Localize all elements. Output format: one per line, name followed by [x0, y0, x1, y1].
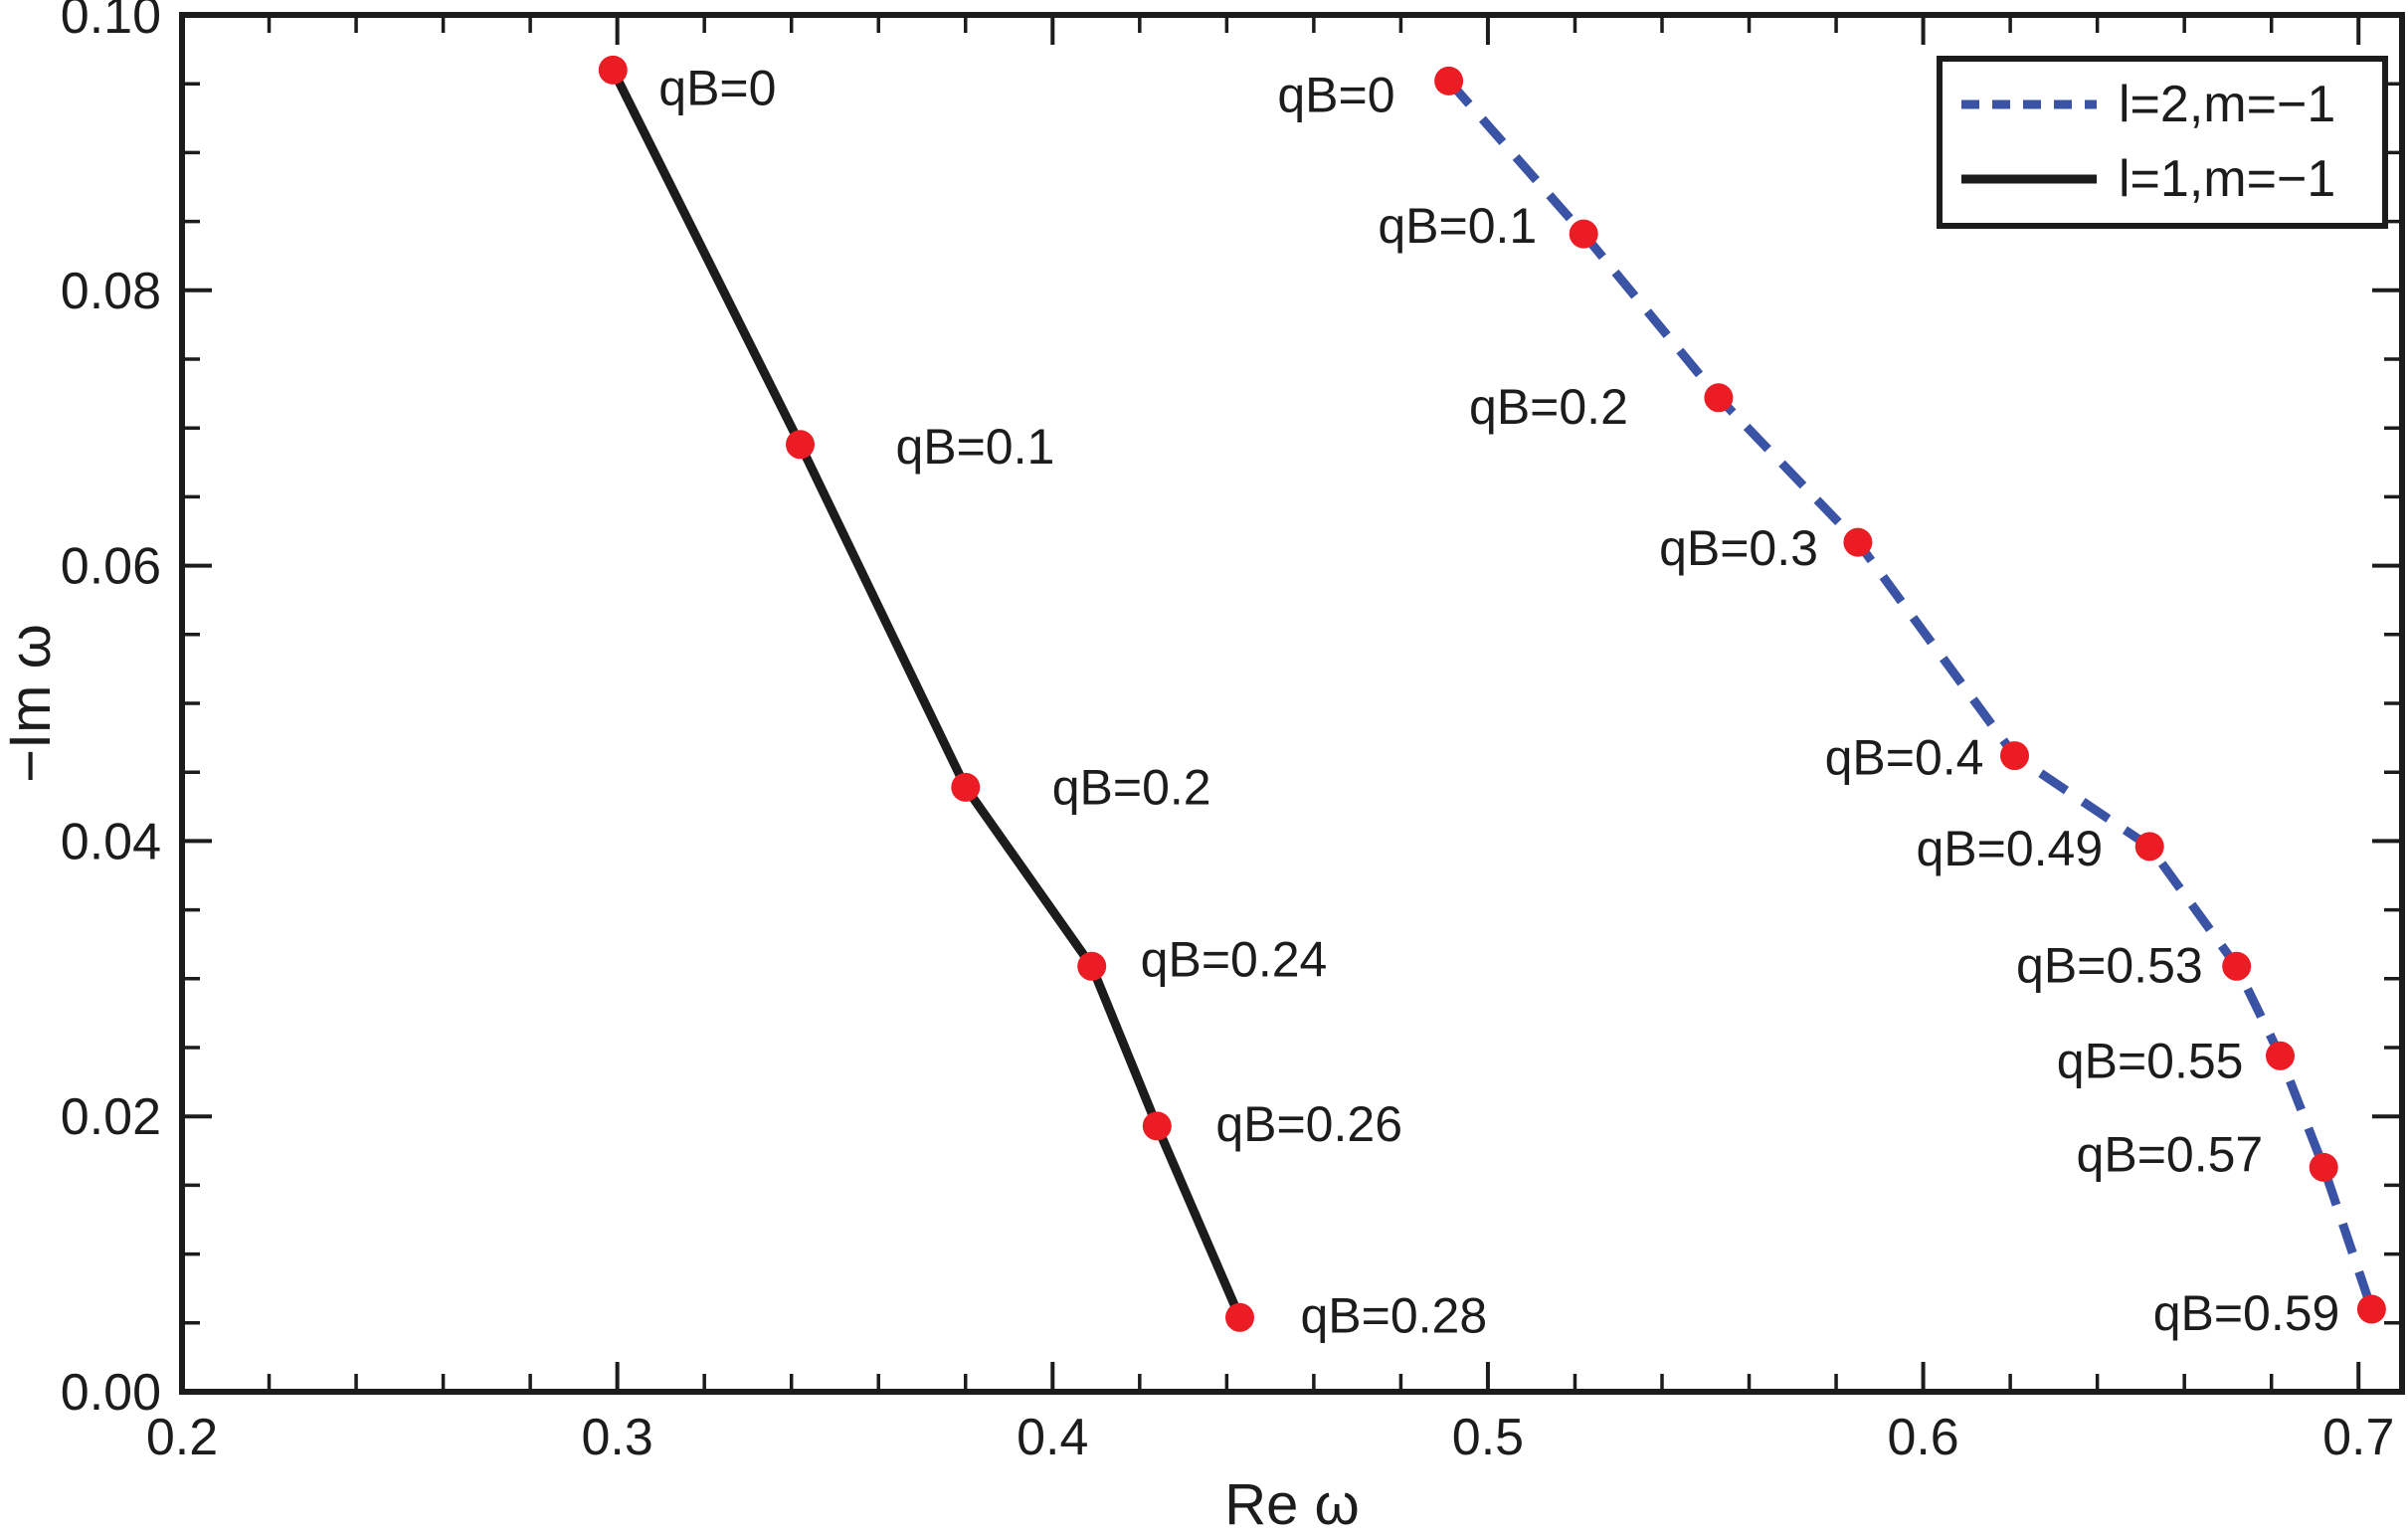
data-point-marker	[1704, 383, 1734, 413]
data-point-marker	[2000, 741, 2029, 771]
y-tick-label: 0.02	[61, 1088, 161, 1146]
y-tick-label: 0.08	[61, 263, 161, 320]
legend-entry-label: l=2,m=−1	[2119, 76, 2335, 133]
data-point-label: qB=0.59	[2153, 1285, 2340, 1341]
data-point-marker	[1077, 951, 1107, 981]
data-point-label: qB=0.55	[2057, 1033, 2244, 1088]
data-point-marker	[2266, 1041, 2295, 1070]
data-point-marker	[786, 430, 815, 460]
data-point-marker	[1142, 1111, 1172, 1141]
legend-box	[1937, 56, 2388, 229]
y-axis-title: −Im ω	[0, 624, 63, 783]
data-point-label: qB=0.26	[1215, 1096, 1402, 1152]
data-point-marker	[2134, 832, 2164, 862]
tick-labels: 0.2 0.3 0.4 0.5 0.6 0.7 0.00 0.02 0.04 0.06 0.08 0.…	[61, 0, 2395, 1466]
data-point-label: qB=0	[658, 60, 776, 115]
data-point-label: qB=0.3	[1659, 520, 1818, 576]
data-point-label: qB=0.57	[2077, 1126, 2264, 1182]
data-point-marker	[1225, 1302, 1254, 1332]
point-labels: qB=0 qB=0.1 qB=0.2 qB=0.3 qB=0.4 qB=0.49 qB=0.…	[658, 60, 2339, 1343]
legend: l=2,m=−1 l=1,m=−1	[1937, 56, 2388, 229]
x-tick-label: 0.5	[1452, 1409, 1524, 1466]
x-tick-label: 0.6	[1887, 1409, 1958, 1466]
data-point-label: qB=0.2	[1052, 759, 1211, 815]
data-point-marker	[951, 772, 981, 802]
data-point-label: qB=0.53	[2016, 937, 2203, 993]
series-line-0	[1445, 78, 2376, 1311]
data-point-marker	[1843, 527, 1873, 557]
data-point-label: qB=0.24	[1141, 931, 1328, 987]
x-tick-label: 0.2	[146, 1409, 218, 1466]
data-point-label: qB=0.4	[1825, 730, 1984, 786]
x-tick-label: 0.7	[2322, 1409, 2394, 1466]
x-tick-label: 0.4	[1017, 1409, 1088, 1466]
data-point-label: qB=0.28	[1300, 1287, 1487, 1343]
x-axis-title: Re ω	[1224, 1472, 1360, 1537]
data-point-label: qB=0	[1277, 67, 1394, 122]
axis-ticks	[180, 13, 2402, 1394]
series-markers-1	[598, 55, 1254, 1332]
data-point-label: qB=0.49	[1916, 821, 2103, 876]
data-point-label: qB=0.1	[895, 419, 1054, 475]
y-tick-label: 0.04	[61, 813, 161, 870]
plot-frame	[179, 12, 2405, 1395]
legend-entry-label: l=1,m=−1	[2119, 150, 2335, 208]
data-point-marker	[2222, 951, 2252, 981]
series-markers-0	[1434, 66, 2386, 1324]
data-point-label: qB=0.2	[1469, 379, 1628, 435]
data-point-marker	[2356, 1294, 2386, 1324]
series-line-1	[609, 68, 1244, 1320]
y-tick-label: 0.00	[61, 1364, 161, 1422]
x-tick-label: 0.3	[581, 1409, 652, 1466]
data-point-marker	[1434, 66, 1464, 96]
data-point-marker	[2309, 1152, 2338, 1182]
data-point-label: qB=0.1	[1378, 198, 1537, 254]
y-tick-label: 0.10	[61, 0, 161, 45]
y-tick-label: 0.06	[61, 538, 161, 596]
data-point-marker	[1569, 219, 1598, 249]
data-point-marker	[598, 55, 628, 85]
